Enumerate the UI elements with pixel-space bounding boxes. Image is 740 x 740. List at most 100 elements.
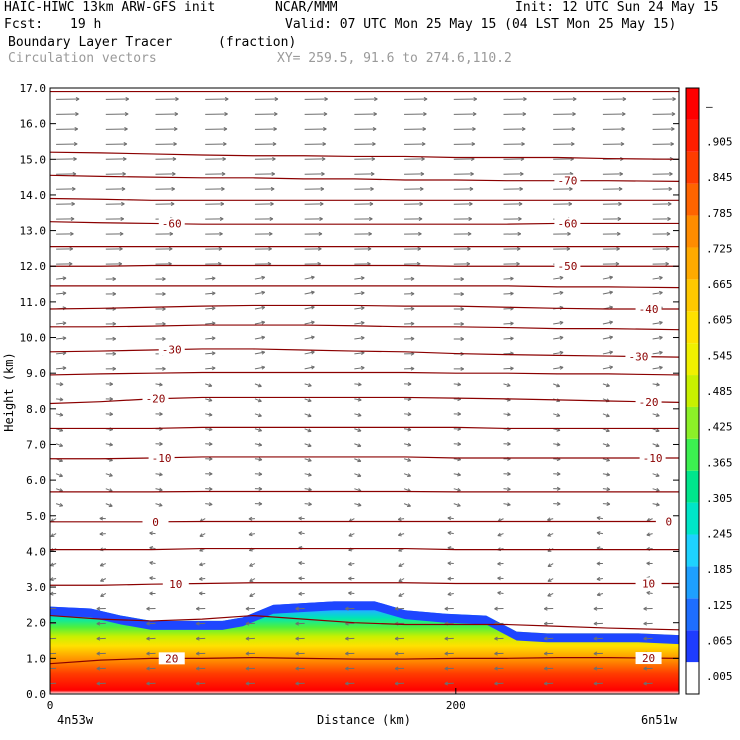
vector-arrow bbox=[254, 321, 265, 325]
vector-arrowhead bbox=[510, 276, 514, 281]
vector-arrow bbox=[56, 337, 67, 340]
vector-arrowhead bbox=[158, 382, 163, 387]
vector-arrowhead bbox=[372, 126, 377, 132]
vector-arrowhead bbox=[410, 321, 415, 326]
vector-arrowhead bbox=[162, 321, 166, 326]
contour-line bbox=[50, 324, 679, 331]
contour-line bbox=[50, 614, 679, 631]
y-tick-label: 15.0 bbox=[20, 153, 47, 166]
colorbar-swatch bbox=[686, 151, 699, 184]
contour-label-bg bbox=[158, 217, 185, 230]
colorbar-label: .665 bbox=[706, 278, 733, 291]
vector-arrowhead bbox=[466, 261, 471, 266]
vector-arrow bbox=[553, 366, 564, 370]
plot-frame bbox=[49, 87, 680, 695]
colorbar-label: .005 bbox=[706, 670, 733, 683]
temperature-contours bbox=[50, 90, 679, 665]
vector-arrowhead bbox=[62, 291, 67, 296]
colorbar-swatch bbox=[686, 215, 699, 248]
vector-arrowhead bbox=[261, 365, 266, 370]
vector-arrowhead bbox=[59, 412, 64, 417]
vector-arrowhead bbox=[59, 473, 63, 478]
vector-arrowhead bbox=[472, 126, 476, 132]
vector-arrowhead bbox=[70, 216, 75, 221]
vector-arrowhead bbox=[556, 501, 561, 506]
vector-arrowhead bbox=[547, 563, 552, 568]
vector-arrowhead bbox=[323, 112, 328, 117]
vector-arrowhead bbox=[370, 171, 375, 177]
vector-arrowhead bbox=[643, 621, 648, 626]
vector-arrowhead bbox=[146, 666, 150, 671]
vector-arrowhead bbox=[269, 216, 274, 221]
contour-label-bg bbox=[554, 260, 581, 273]
vector-arrowhead bbox=[394, 636, 399, 641]
vector-arrowhead bbox=[572, 97, 577, 102]
vector-arrowhead bbox=[123, 141, 128, 147]
vector-arrowhead bbox=[357, 502, 362, 507]
vector-arrowhead bbox=[149, 576, 153, 581]
vector-arrowhead bbox=[307, 472, 312, 477]
vector-arrow bbox=[105, 473, 113, 477]
vector-arrow bbox=[453, 458, 461, 461]
colorbar-label: .785 bbox=[706, 207, 733, 220]
vector-arrow bbox=[105, 443, 113, 446]
vector-arrowhead bbox=[221, 186, 225, 191]
vector-arrow bbox=[403, 488, 411, 492]
vector-arrow bbox=[503, 488, 511, 490]
vector-arrowhead bbox=[494, 666, 498, 671]
vector-arrowhead bbox=[460, 277, 465, 282]
vector-arrowhead bbox=[224, 112, 228, 117]
vector-arrowhead bbox=[298, 591, 303, 596]
y-tick-label: 12.0 bbox=[20, 260, 47, 273]
colorbar-label: .425 bbox=[706, 421, 733, 434]
vector-arrowhead bbox=[643, 636, 648, 641]
vector-arrowhead bbox=[357, 382, 362, 387]
vector-arrowhead bbox=[162, 306, 166, 311]
vector-arrow bbox=[354, 322, 365, 325]
vector-arrow bbox=[304, 336, 315, 340]
vector-arrowhead bbox=[609, 335, 614, 340]
org-label: NCAR/MMM bbox=[275, 0, 338, 15]
vector-arrowhead bbox=[407, 503, 411, 508]
vector-arrowhead bbox=[467, 231, 472, 236]
vector-arrowhead bbox=[261, 320, 266, 325]
vector-arrowhead bbox=[456, 487, 461, 492]
vector-arrowhead bbox=[62, 321, 67, 326]
vector-arrowhead bbox=[517, 231, 522, 236]
colorbar-label: .125 bbox=[706, 599, 733, 612]
vector-arrowhead bbox=[494, 636, 498, 641]
contour-label-bg bbox=[142, 515, 169, 528]
vector-arrowhead bbox=[124, 126, 128, 132]
vector-arrowhead bbox=[460, 321, 465, 327]
vector-arrowhead bbox=[609, 320, 614, 325]
vector-arrowhead bbox=[174, 112, 179, 117]
contour-label-bg bbox=[625, 350, 652, 363]
vector-arrowhead bbox=[308, 487, 312, 492]
vector-arrow bbox=[254, 383, 262, 387]
contour-label: 10 bbox=[642, 577, 655, 590]
vector-arrowhead bbox=[96, 606, 101, 611]
vector-arrow bbox=[205, 277, 216, 280]
vector-arrowhead bbox=[146, 651, 150, 656]
vector-arrowhead bbox=[360, 321, 365, 326]
vector-arrowhead bbox=[348, 562, 352, 567]
vector-arrowhead bbox=[245, 636, 250, 641]
y-tick-label: 10.0 bbox=[20, 332, 47, 345]
contour-labels: 20 20 10 10 0 0 -10 -10 -20 -20 -30 -30 -40 -50 -60 -60… bbox=[142, 174, 682, 665]
vector-arrowhead bbox=[606, 443, 610, 448]
vector-arrowhead bbox=[421, 156, 425, 162]
colorbar-label: .485 bbox=[706, 385, 733, 398]
vector-arrow bbox=[55, 488, 63, 492]
colorbar-swatch bbox=[686, 662, 699, 694]
vector-arrowhead bbox=[507, 441, 511, 446]
vector-arrow bbox=[503, 413, 511, 416]
vector-arrowhead bbox=[71, 186, 76, 191]
contour-label: 0 bbox=[152, 516, 159, 529]
vector-arrowhead bbox=[121, 201, 125, 206]
vector-arrowhead bbox=[621, 112, 626, 117]
vector-arrowhead bbox=[417, 246, 422, 251]
vector-arrowhead bbox=[112, 276, 117, 281]
vector-arrowhead bbox=[112, 336, 117, 341]
colorbar-label: .725 bbox=[706, 242, 733, 255]
